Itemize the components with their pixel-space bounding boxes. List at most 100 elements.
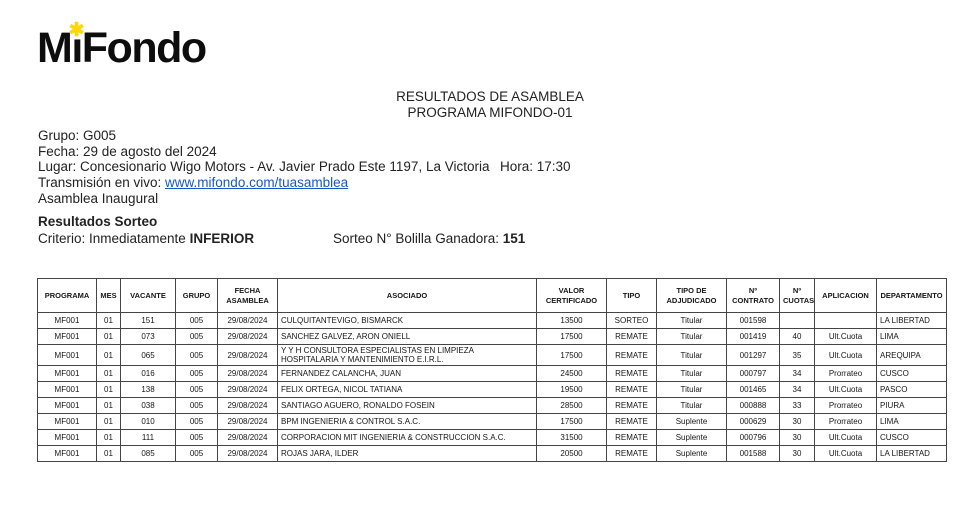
table-cell: Titular [656, 328, 727, 345]
table-cell: 20500 [536, 445, 607, 463]
table-cell: 29/08/2024 [217, 312, 278, 329]
table-cell: FERNANDEZ CALANCHA, JUAN [277, 365, 537, 383]
table-cell: 30 [779, 429, 815, 447]
table-cell: 30 [779, 445, 815, 463]
meta-fecha: Fecha: 29 de agosto del 2024 [38, 143, 217, 159]
table-cell: 28500 [536, 397, 607, 415]
table-cell: 29/08/2024 [217, 429, 278, 447]
table-cell: AREQUIPA [876, 343, 947, 367]
table-cell: 29/08/2024 [217, 328, 278, 345]
table-row: MF001 01 151 005 29/08/2024 CULQUITANTEVIGO, … [37, 312, 947, 329]
table-cell: Ult.Cuota [814, 328, 877, 345]
table-cell: 01 [96, 328, 121, 345]
table-cell: MF001 [37, 397, 97, 415]
table-cell: ROJAS JARA, ILDER [277, 445, 537, 463]
table-cell: 31500 [536, 429, 607, 447]
table-cell: SANTIAGO AGUERO, RONALDO FOSEIN [277, 397, 537, 415]
live-stream-link[interactable]: www.mifondo.com/tuasamblea [165, 175, 349, 191]
table-cell: 138 [120, 381, 176, 399]
column-header: Nº CONTRATO [726, 278, 780, 313]
brand-logo: M ✱ ıFondo [37, 21, 207, 70]
table-row: MF001 01 038 005 29/08/2024 SANTIAGO AGUERO, … [37, 397, 947, 415]
meta-asamblea: Asamblea Inaugural [38, 190, 159, 206]
table-cell: MF001 [37, 381, 97, 399]
table-cell: Titular [656, 343, 727, 367]
table-cell [779, 312, 815, 329]
column-header: GRUPO [175, 278, 218, 313]
table-cell: 35 [779, 343, 815, 367]
table-cell: REMATE [606, 328, 657, 345]
table-cell: Titular [656, 365, 727, 383]
table-cell: LIMA [876, 413, 947, 431]
table-cell: 005 [175, 381, 218, 399]
table-cell: Titular [656, 312, 727, 329]
report-title: RESULTADOS DE ASAMBLEA PROGRAMA MIFONDO-… [0, 89, 980, 120]
table-cell: Ult.Cuota [814, 381, 877, 399]
table-cell: LIMA [876, 328, 947, 345]
table-cell: 001419 [726, 328, 780, 345]
table-body: MF001 01 151 005 29/08/2024 CULQUITANTEVIGO, … [37, 312, 947, 463]
table-cell: REMATE [606, 413, 657, 431]
table-cell: Suplente [656, 445, 727, 463]
table-cell: 010 [120, 413, 176, 431]
meta-transmision-label: Transmisión en vivo: [38, 175, 166, 191]
table-cell: SANCHEZ GALVEZ, ARON ONIELL [277, 328, 537, 345]
table-cell: Titular [656, 397, 727, 415]
table-row: MF001 01 016 005 29/08/2024 FERNANDEZ CALANCH… [37, 365, 947, 383]
column-header: DEPARTAMENTO [876, 278, 947, 313]
report-title-line1: RESULTADOS DE ASAMBLEA [396, 89, 584, 104]
results-table: PROGRAMA MES VACANTE GRUPO FECHA ASAMBLEA ASO… [37, 278, 947, 463]
table-cell: 065 [120, 343, 176, 367]
table-cell: MF001 [37, 365, 97, 383]
table-cell: 001588 [726, 445, 780, 463]
table-cell: MF001 [37, 445, 97, 463]
table-cell: 01 [96, 343, 121, 367]
table-cell: 038 [120, 397, 176, 415]
table-cell: 01 [96, 365, 121, 383]
table-cell: 33 [779, 397, 815, 415]
table-cell [814, 312, 877, 329]
table-cell: REMATE [606, 343, 657, 367]
table-cell: 01 [96, 312, 121, 329]
table-cell: REMATE [606, 445, 657, 463]
table-cell: Titular [656, 381, 727, 399]
table-cell: 016 [120, 365, 176, 383]
table-row: MF001 01 010 005 29/08/2024 BPM INGENIERIA & … [37, 413, 947, 431]
table-cell: MF001 [37, 413, 97, 431]
table-cell: 29/08/2024 [217, 343, 278, 367]
meta-hora: Hora: 17:30 [500, 159, 571, 175]
table-cell: 005 [175, 429, 218, 447]
table-cell: CULQUITANTEVIGO, BISMARCK [277, 312, 537, 329]
table-cell: REMATE [606, 381, 657, 399]
column-header: VACANTE [120, 278, 176, 313]
table-cell: 151 [120, 312, 176, 329]
table-cell: LA LIBERTAD [876, 312, 947, 329]
criterio-label: Criterio: Inmediatamente [38, 231, 190, 246]
bolilla-value: 151 [502, 231, 526, 246]
sorteo-heading: Resultados Sorteo [38, 214, 158, 229]
table-cell: MF001 [37, 312, 97, 329]
table-cell: 01 [96, 381, 121, 399]
table-cell: MF001 [37, 429, 97, 447]
table-cell: MF001 [37, 343, 97, 367]
meta-block: Grupo: G005 Fecha: 29 de agosto del 2024… [38, 128, 798, 207]
bolilla-label: Sorteo N° Bolilla Ganadora: [333, 231, 503, 246]
table-cell: Suplente [656, 413, 727, 431]
table-cell: LA LIBERTAD [876, 445, 947, 463]
column-header: FECHA ASAMBLEA [217, 278, 278, 313]
table-cell: 17500 [536, 343, 607, 367]
criterio-value: INFERIOR [189, 231, 255, 246]
table-cell: 005 [175, 343, 218, 367]
table-cell: 005 [175, 312, 218, 329]
table-cell: Y Y H CONSULTORA ESPECIALISTAS EN LIMPIE… [277, 343, 537, 367]
table-cell: Prorrateo [814, 365, 877, 383]
table-row: MF001 01 111 005 29/08/2024 CORPORACION MIT I… [37, 429, 947, 447]
column-header: Nº CUOTAS [779, 278, 815, 313]
column-header: VALOR CERTIFICADO [536, 278, 607, 313]
table-cell: 01 [96, 413, 121, 431]
meta-grupo: Grupo: G005 [38, 128, 117, 143]
table-cell: Ult.Cuota [814, 445, 877, 463]
table-cell: 000888 [726, 397, 780, 415]
report-title-line2: PROGRAMA MIFONDO-01 [407, 104, 573, 120]
